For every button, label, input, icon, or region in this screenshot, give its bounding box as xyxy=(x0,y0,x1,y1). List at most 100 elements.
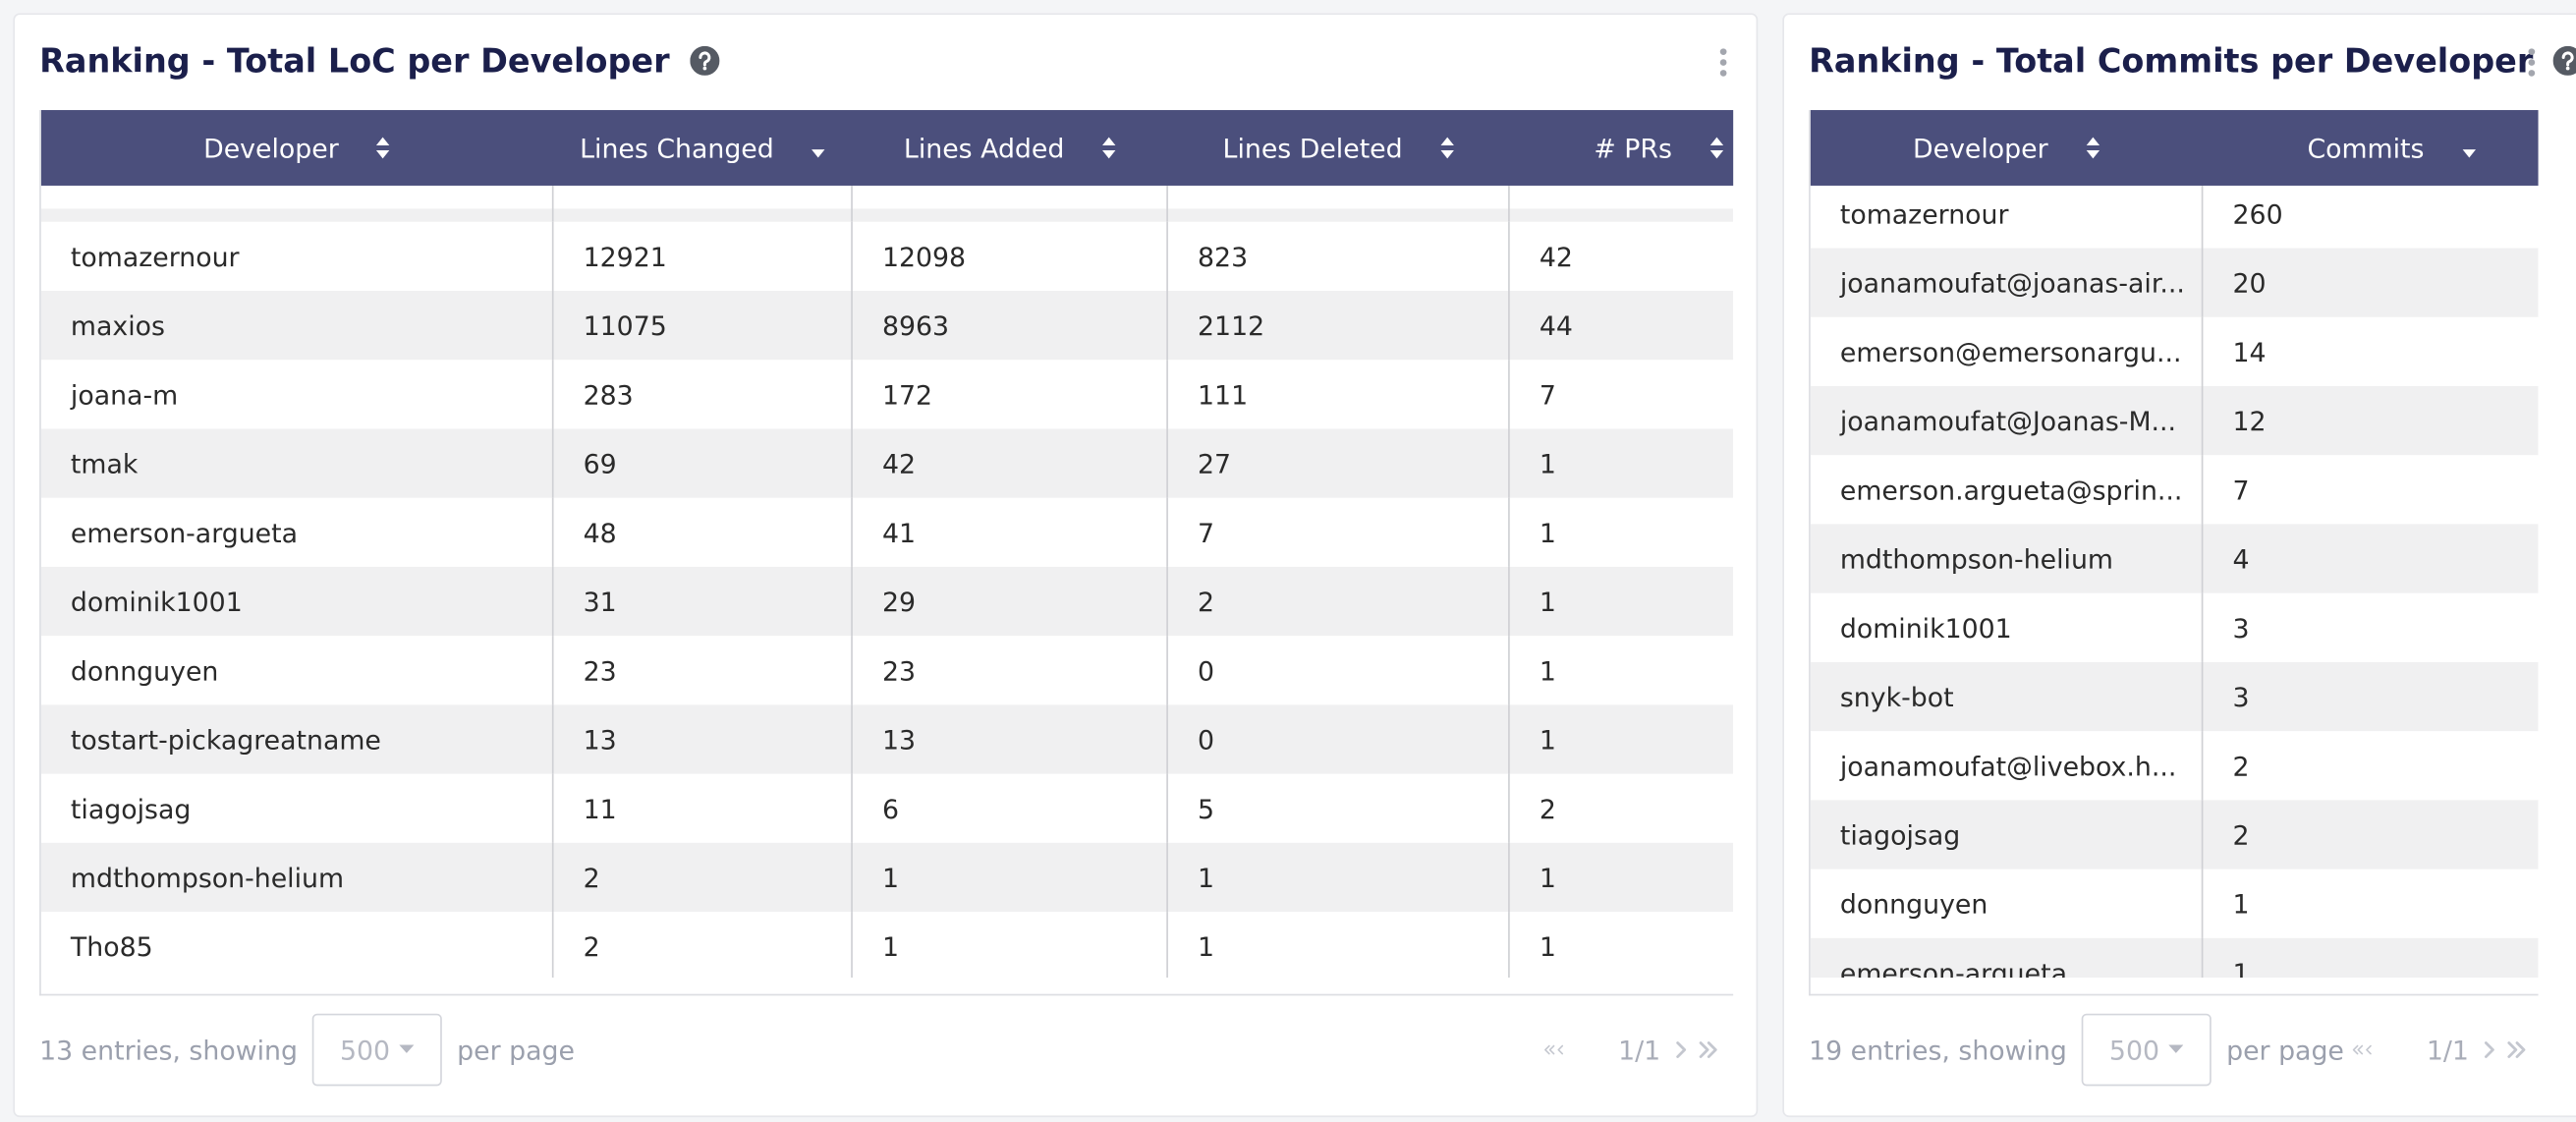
column-header[interactable]: Developer xyxy=(41,110,554,186)
table-row[interactable]: joanamoufat@joanas-air... 20 xyxy=(1810,248,2539,317)
dropdown-caret xyxy=(400,1044,416,1055)
prev-buttons[interactable] xyxy=(1542,1035,1608,1064)
per-page-text: per page xyxy=(2226,1034,2344,1066)
cell xyxy=(1510,186,1733,222)
cell: 7 xyxy=(2203,455,2538,524)
cell: 2 xyxy=(2203,731,2538,800)
sort-icon xyxy=(2460,135,2477,161)
cell: 1 xyxy=(1510,704,1733,773)
pagination: 1/1 xyxy=(2351,1012,2548,1088)
column-label: Lines Deleted xyxy=(1222,132,1403,164)
table-row[interactable]: mdthompson-helium 4 xyxy=(1810,524,2539,593)
cell: tiagojsag xyxy=(41,773,554,843)
panel-title-row: Ranking - Total LoC per Developer xyxy=(39,41,719,81)
cell: donnguyen xyxy=(41,636,554,705)
cell: 42 xyxy=(853,428,1168,498)
prev-buttons[interactable] xyxy=(2351,1035,2417,1064)
column-header[interactable]: # PRs xyxy=(1510,110,1733,186)
cell: 4 xyxy=(2203,524,2538,592)
cell: emerson-argueta xyxy=(41,497,554,567)
column-label: Lines Changed xyxy=(580,132,774,164)
cell: tomazernour xyxy=(1811,185,2204,249)
table-row[interactable]: emerson-argueta 1 xyxy=(1810,937,2539,978)
cell: 14 xyxy=(2203,317,2538,386)
table-row[interactable]: donnguyen 1 xyxy=(1811,869,2539,938)
cell: snyk-bot xyxy=(1811,661,2204,732)
table-row[interactable]: dominik1001 3 xyxy=(1811,592,2539,662)
cell: 11 xyxy=(554,773,853,843)
table-row[interactable]: maxios 11075 8963 2112 44 xyxy=(40,290,1734,361)
cell: emerson-argueta xyxy=(1811,937,2204,978)
column-header[interactable]: Lines Deleted xyxy=(1168,110,1510,186)
cell: maxios xyxy=(41,290,554,361)
table-row[interactable]: emerson@emersonargu... 14 xyxy=(1811,316,2539,386)
help-icon[interactable] xyxy=(2552,45,2576,76)
column-header[interactable]: Lines Added xyxy=(853,110,1168,186)
cell: tomazernour xyxy=(41,221,554,291)
table-row[interactable]: emerson-argueta 48 41 7 1 xyxy=(41,497,1733,567)
table-row[interactable]: Tho85 2 1 1 1 xyxy=(41,912,1733,978)
table-row[interactable]: tomazernour 260 xyxy=(1811,185,2539,249)
cell: 1 xyxy=(1510,428,1733,497)
cell: 69 xyxy=(554,428,853,498)
cell: dominik1001 xyxy=(1811,592,2204,662)
menu-icon[interactable] xyxy=(2527,47,2537,84)
column-header[interactable]: Developer xyxy=(1811,110,2204,186)
cell: 3 xyxy=(2203,593,2538,662)
cell: joanamoufat@joanas-air... xyxy=(1811,248,2204,317)
cell xyxy=(1168,185,1510,222)
table-row[interactable]: emerson.argueta@sprin... 7 xyxy=(1811,455,2539,525)
panel-title: Ranking - Total Commits per Developer xyxy=(1809,40,2534,81)
cell: 8963 xyxy=(853,290,1168,361)
footer: 19 entries, showing 500 per page xyxy=(1809,1012,2344,1088)
cell: dominik1001 xyxy=(41,566,554,637)
next-buttons[interactable] xyxy=(2479,1035,2548,1064)
page-size-select[interactable]: 500 xyxy=(312,1013,443,1087)
sort-icon xyxy=(1438,135,1455,161)
table-row[interactable]: joana-m 283 172 111 7 xyxy=(41,360,1733,429)
table-row[interactable]: joanamoufat@Joanas-M... 12 xyxy=(1810,385,2539,456)
menu-icon[interactable] xyxy=(1718,47,1728,84)
cell xyxy=(853,185,1168,222)
table-body: tomazernour 260 joanamoufat@joanas-air... 2… xyxy=(1810,185,2539,978)
table-row[interactable]: tmak 69 42 27 1 xyxy=(40,428,1734,498)
cell xyxy=(41,185,554,222)
cell: 7 xyxy=(1510,360,1733,428)
column-header[interactable]: Commits xyxy=(2203,110,2538,186)
table-rows: tomazernour 260 joanamoufat@joanas-air... 2… xyxy=(1810,185,2539,978)
sort-icon xyxy=(2084,135,2100,161)
help-icon[interactable] xyxy=(689,45,719,76)
next-buttons[interactable] xyxy=(1670,1035,1739,1064)
table-row[interactable]: joanamoufat@livebox.h... 2 xyxy=(1811,731,2539,801)
cell: Tho85 xyxy=(41,912,554,978)
cell: 283 xyxy=(554,360,853,429)
page-size-select[interactable]: 500 xyxy=(2081,1013,2212,1087)
cell: 823 xyxy=(1168,221,1510,291)
column-label: # PRs xyxy=(1594,132,1672,164)
table-row[interactable]: tomazernour 12921 12098 823 42 xyxy=(41,221,1733,291)
cell: 13 xyxy=(554,704,853,774)
entries-text: 13 entries, showing xyxy=(39,1034,298,1066)
table-row[interactable]: snyk-bot 3 xyxy=(1810,661,2539,732)
table-row[interactable]: dominik1001 31 29 2 1 xyxy=(40,566,1734,637)
table-row[interactable]: tiagojsag 2 xyxy=(1810,800,2539,870)
cell: 1 xyxy=(1510,912,1733,978)
column-label: Commits xyxy=(2307,132,2425,164)
page-size: 500 xyxy=(2108,1034,2160,1066)
table-row[interactable]: tiagojsag 11 6 5 2 xyxy=(41,773,1733,843)
table-row[interactable]: donnguyen 23 23 0 1 xyxy=(41,636,1733,705)
cell: 48 xyxy=(554,497,853,567)
cell: 12098 xyxy=(853,221,1168,291)
table-row[interactable]: tostart-pickagreatname 13 13 0 1 xyxy=(40,704,1734,774)
cell: 1 xyxy=(2203,870,2538,938)
per-page-text: per page xyxy=(457,1034,575,1066)
column-label: Developer xyxy=(203,132,339,164)
column-header[interactable]: Lines Changed xyxy=(554,110,853,186)
page-indicator: 1/1 xyxy=(1618,1034,1661,1066)
cell: 2 xyxy=(1510,774,1733,843)
table-row[interactable]: mdthompson-helium 2 1 1 1 xyxy=(40,842,1734,913)
cell: 23 xyxy=(853,636,1168,705)
sort-icon xyxy=(811,135,827,161)
column-label: Developer xyxy=(1913,132,2048,164)
